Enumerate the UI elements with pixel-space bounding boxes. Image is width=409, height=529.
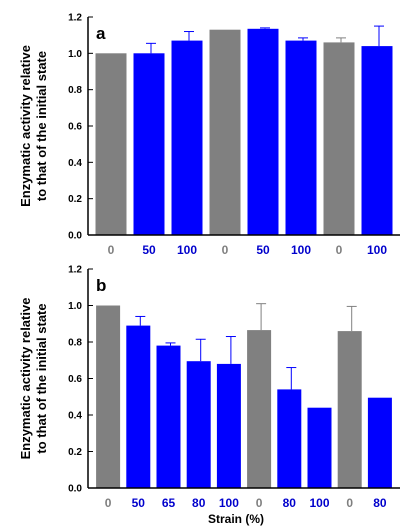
y-tick-label: 0.4 — [68, 158, 82, 169]
x-tick-label: 0 — [222, 243, 229, 257]
x-tick-label: 80 — [192, 496, 206, 510]
x-tick-label: 50 — [132, 496, 146, 510]
y-axis-label-line-1: Enzymatic activity relative — [18, 298, 33, 460]
panel-a: 0 50 100 0 50 100 0 100 0.0 0.2 0.4 0.6 0.8 1.0 1.2 a En… — [18, 13, 400, 257]
panel-b: 0 50 65 80 100 0 80 100 0 80 0.0 0.2 0.4 0.6 0.8 1.0 1.2… — [18, 265, 400, 526]
bar — [126, 325, 151, 488]
y-axis-label-line-2: to that of the initial state — [34, 51, 49, 201]
x-tick-label: 50 — [256, 243, 270, 257]
x-tick-label: 0 — [336, 243, 343, 257]
x-tick-label: 100 — [367, 243, 387, 257]
y-tick-label: 0.0 — [68, 231, 82, 242]
x-tick-label: 100 — [309, 496, 329, 510]
x-tick-label: 50 — [142, 243, 156, 257]
bar — [95, 53, 127, 235]
bar — [285, 40, 317, 235]
panel-letter: b — [96, 276, 106, 295]
y-tick-label: 1.2 — [68, 265, 82, 276]
x-tick-label: 100 — [291, 243, 311, 257]
y-tick-label: 0.4 — [68, 411, 82, 422]
bar — [361, 46, 393, 235]
x-tick-label: 0 — [105, 496, 112, 510]
y-tick-label: 1.0 — [68, 49, 82, 60]
bar — [367, 397, 392, 488]
x-tick-label: 80 — [283, 496, 297, 510]
x-tick-label: 80 — [373, 496, 387, 510]
bar — [216, 363, 241, 488]
y-tick-label: 0.0 — [68, 484, 82, 495]
y-tick-label: 0.6 — [68, 374, 82, 385]
x-tick-label: 100 — [219, 496, 239, 510]
y-tick-label: 0.2 — [68, 447, 82, 458]
bar — [186, 361, 211, 488]
bar — [337, 331, 362, 488]
bar — [156, 345, 181, 488]
panel-letter: a — [96, 24, 106, 43]
bar — [96, 305, 121, 488]
y-axis-label: Enzymatic activity relativeto that of th… — [18, 45, 49, 207]
x-tick-label: 0 — [346, 496, 353, 510]
bar — [247, 330, 272, 488]
bar — [277, 389, 302, 488]
x-tick-label: 0 — [108, 243, 115, 257]
y-tick-label: 1.2 — [68, 13, 82, 24]
y-axis-label-line-2: to that of the initial state — [34, 303, 49, 453]
bar — [247, 28, 279, 235]
x-tick-label: 100 — [177, 243, 197, 257]
y-tick-label: 1.0 — [68, 301, 82, 312]
y-tick-label: 0.8 — [68, 338, 82, 349]
y-tick-label: 0.6 — [68, 122, 82, 133]
bar — [307, 407, 332, 488]
bar — [209, 29, 241, 236]
y-axis-label: Enzymatic activity relativeto that of th… — [18, 298, 49, 460]
bar — [171, 40, 203, 235]
x-axis-label: Strain (%) — [208, 512, 264, 526]
x-tick-label: 0 — [256, 496, 263, 510]
y-tick-label: 0.2 — [68, 194, 82, 205]
y-tick-label: 0.8 — [68, 85, 82, 96]
y-axis-label-line-1: Enzymatic activity relative — [18, 45, 33, 207]
x-tick-label: 65 — [162, 496, 176, 510]
bar — [323, 42, 355, 236]
bar — [133, 53, 165, 235]
